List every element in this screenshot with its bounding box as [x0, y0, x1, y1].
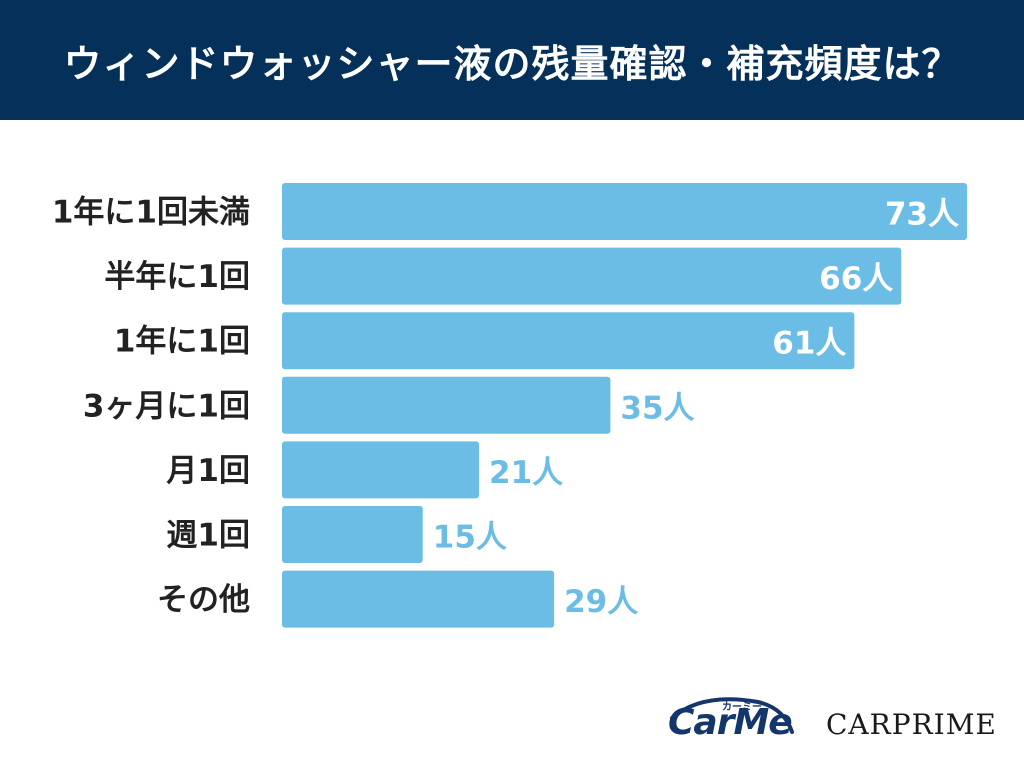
- category-label: 半年に1回: [104, 259, 250, 295]
- category-label: 1年に1回未満: [52, 195, 250, 231]
- bar: [282, 247, 902, 305]
- value-label: 35人: [620, 390, 694, 426]
- header-banner: ウィンドウォッシャー液の残量確認・補充頻度は？: [0, 0, 1024, 120]
- carme-logo-kana: カーミー: [722, 702, 762, 713]
- carprime-logo: CARPRIME: [826, 708, 997, 741]
- category-label: 月1回: [166, 453, 250, 489]
- bar: [282, 570, 555, 628]
- category-label: その他: [157, 582, 250, 618]
- value-label: 73人: [885, 197, 959, 233]
- bar: [282, 506, 423, 563]
- bar: [282, 312, 855, 370]
- category-label: 3ヶ月に1回: [83, 388, 250, 424]
- carme-logo: カーミー CarMe: [662, 688, 802, 752]
- carme-logo-text: CarMe: [668, 702, 793, 743]
- bar: [282, 183, 967, 240]
- value-label: 66人: [819, 261, 893, 297]
- page-title: ウィンドウォッシャー液の残量確認・補充頻度は？: [63, 41, 961, 86]
- value-label: 21人: [489, 455, 563, 491]
- carme-logo-arc-icon: [670, 697, 794, 734]
- value-label: 29人: [564, 584, 638, 620]
- bar: [282, 376, 611, 434]
- category-label: 1年に1回: [114, 324, 250, 360]
- bar: [282, 441, 480, 499]
- value-label: 61人: [772, 326, 846, 362]
- value-label: 15人: [433, 520, 507, 556]
- category-label: 週1回: [166, 518, 250, 554]
